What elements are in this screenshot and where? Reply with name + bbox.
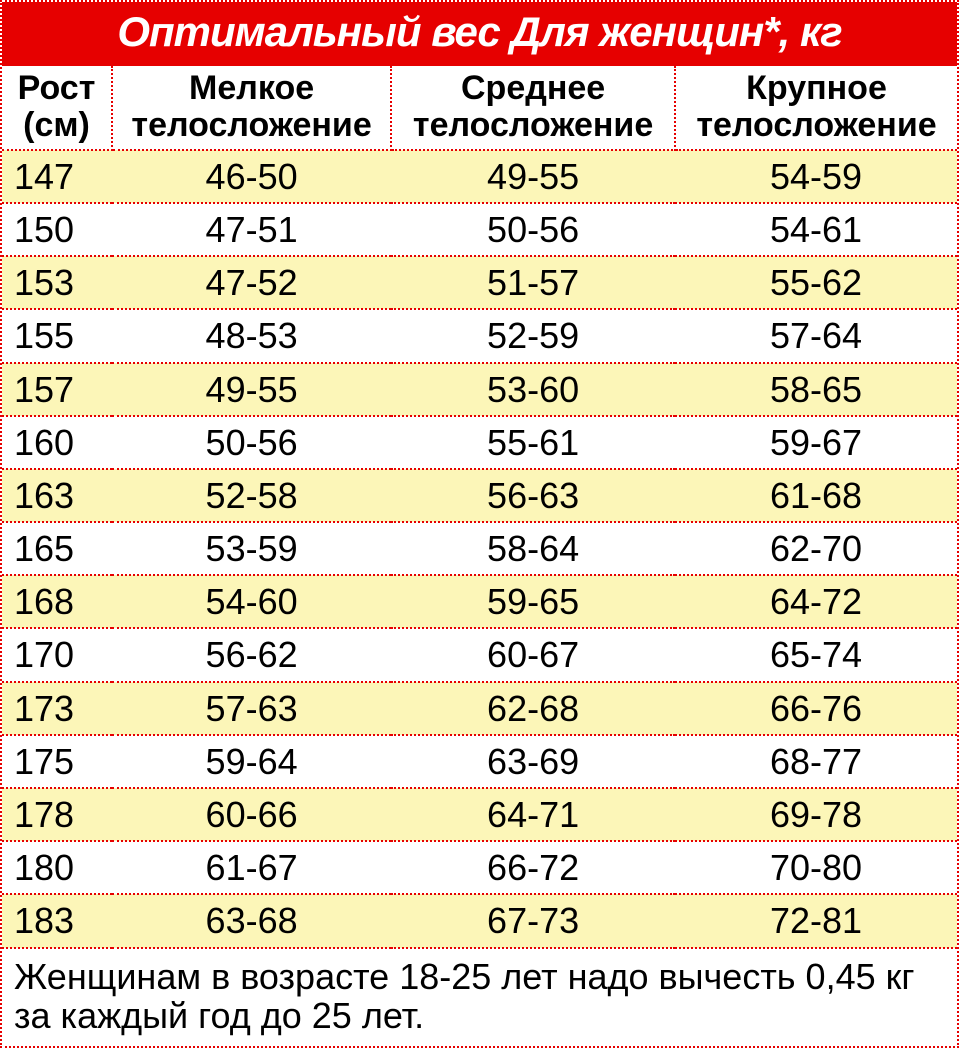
weight-table-container: Оптимальный вес Для женщин*, кг Рост (см… (0, 0, 959, 1048)
cell-height: 173 (2, 682, 112, 735)
cell-medium: 62-68 (391, 682, 675, 735)
table-row: 18363-6867-7372-81 (2, 894, 957, 947)
cell-large: 69-78 (675, 788, 957, 841)
cell-small: 52-58 (112, 469, 391, 522)
cell-medium: 49-55 (391, 150, 675, 203)
table-row: 17860-6664-7169-78 (2, 788, 957, 841)
table-row: 14746-5049-5554-59 (2, 150, 957, 203)
table-row: 15047-5150-5654-61 (2, 203, 957, 256)
cell-height: 150 (2, 203, 112, 256)
cell-height: 163 (2, 469, 112, 522)
table-row: 17056-6260-6765-74 (2, 628, 957, 681)
cell-small: 53-59 (112, 522, 391, 575)
cell-medium: 50-56 (391, 203, 675, 256)
cell-height: 165 (2, 522, 112, 575)
cell-large: 65-74 (675, 628, 957, 681)
cell-height: 155 (2, 309, 112, 362)
cell-medium: 64-71 (391, 788, 675, 841)
col-header-large: Крупное телосложение (675, 66, 957, 150)
cell-large: 70-80 (675, 841, 957, 894)
col-header-medium: Среднее телосложение (391, 66, 675, 150)
col-header-height: Рост (см) (2, 66, 112, 150)
cell-height: 170 (2, 628, 112, 681)
cell-large: 72-81 (675, 894, 957, 947)
cell-small: 47-51 (112, 203, 391, 256)
cell-height: 183 (2, 894, 112, 947)
cell-large: 68-77 (675, 735, 957, 788)
cell-medium: 58-64 (391, 522, 675, 575)
cell-medium: 60-67 (391, 628, 675, 681)
table-row: 16050-5655-6159-67 (2, 416, 957, 469)
weight-table: Рост (см) Мелкое телосложение Среднее те… (2, 66, 957, 949)
cell-medium: 52-59 (391, 309, 675, 362)
cell-large: 57-64 (675, 309, 957, 362)
cell-height: 178 (2, 788, 112, 841)
table-row: 16352-5856-6361-68 (2, 469, 957, 522)
cell-small: 56-62 (112, 628, 391, 681)
cell-height: 147 (2, 150, 112, 203)
cell-small: 63-68 (112, 894, 391, 947)
header-row: Рост (см) Мелкое телосложение Среднее те… (2, 66, 957, 150)
cell-medium: 63-69 (391, 735, 675, 788)
cell-height: 153 (2, 256, 112, 309)
table-row: 17357-6362-6866-76 (2, 682, 957, 735)
cell-small: 46-50 (112, 150, 391, 203)
cell-large: 59-67 (675, 416, 957, 469)
cell-small: 54-60 (112, 575, 391, 628)
cell-medium: 59-65 (391, 575, 675, 628)
cell-small: 50-56 (112, 416, 391, 469)
table-row: 16553-5958-6462-70 (2, 522, 957, 575)
cell-small: 60-66 (112, 788, 391, 841)
cell-height: 180 (2, 841, 112, 894)
cell-large: 54-59 (675, 150, 957, 203)
cell-small: 59-64 (112, 735, 391, 788)
cell-medium: 55-61 (391, 416, 675, 469)
cell-height: 175 (2, 735, 112, 788)
cell-large: 64-72 (675, 575, 957, 628)
cell-medium: 67-73 (391, 894, 675, 947)
table-row: 18061-6766-7270-80 (2, 841, 957, 894)
cell-small: 49-55 (112, 363, 391, 416)
cell-height: 160 (2, 416, 112, 469)
cell-small: 47-52 (112, 256, 391, 309)
cell-large: 62-70 (675, 522, 957, 575)
cell-medium: 51-57 (391, 256, 675, 309)
cell-medium: 66-72 (391, 841, 675, 894)
cell-small: 57-63 (112, 682, 391, 735)
table-row: 15548-5352-5957-64 (2, 309, 957, 362)
cell-medium: 56-63 (391, 469, 675, 522)
cell-large: 66-76 (675, 682, 957, 735)
table-row: 17559-6463-6968-77 (2, 735, 957, 788)
cell-height: 168 (2, 575, 112, 628)
cell-small: 48-53 (112, 309, 391, 362)
table-row: 15347-5251-5755-62 (2, 256, 957, 309)
table-title: Оптимальный вес Для женщин*, кг (2, 2, 957, 66)
cell-small: 61-67 (112, 841, 391, 894)
table-row: 15749-5553-6058-65 (2, 363, 957, 416)
cell-large: 58-65 (675, 363, 957, 416)
cell-large: 55-62 (675, 256, 957, 309)
cell-large: 61-68 (675, 469, 957, 522)
col-header-small: Мелкое телосложение (112, 66, 391, 150)
cell-large: 54-61 (675, 203, 957, 256)
cell-medium: 53-60 (391, 363, 675, 416)
table-row: 16854-6059-6564-72 (2, 575, 957, 628)
cell-height: 157 (2, 363, 112, 416)
footnote-text: Женщинам в возрасте 18-25 лет надо вычес… (2, 949, 957, 1046)
